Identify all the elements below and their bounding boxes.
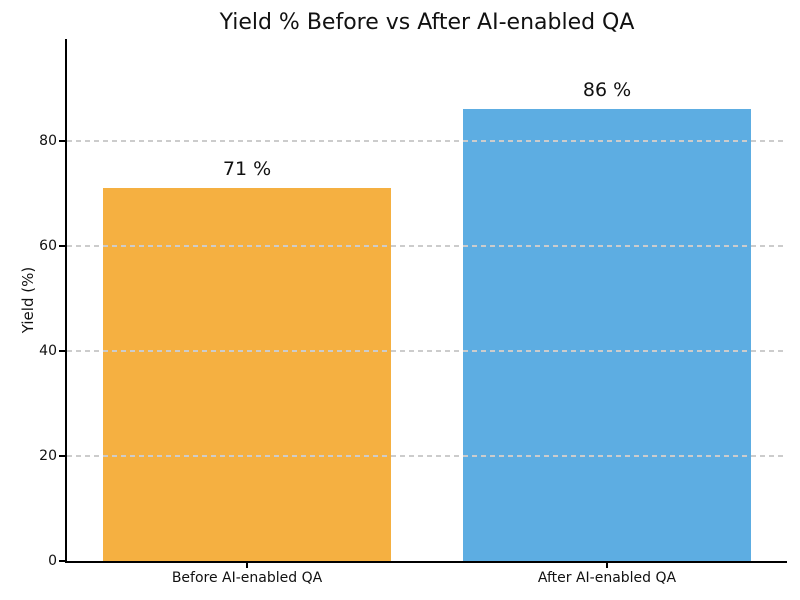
gridline-60 — [67, 245, 787, 247]
y-tick-mark — [59, 455, 65, 457]
x-tick-label: After AI-enabled QA — [537, 570, 677, 586]
y-tick-label: 80 — [39, 132, 57, 149]
y-tick-label: 40 — [39, 342, 57, 359]
gridline-40 — [67, 350, 787, 352]
y-tick-mark — [59, 560, 65, 562]
y-tick-label: 60 — [39, 237, 57, 254]
y-tick-mark — [59, 140, 65, 142]
x-tick-mark — [606, 562, 608, 568]
y-tick-mark — [59, 350, 65, 352]
x-axis-spine — [65, 561, 787, 563]
bar-after-ai-enabled-qa — [463, 109, 751, 561]
gridline-20 — [67, 455, 787, 457]
y-tick-label: 20 — [39, 447, 57, 464]
y-tick-mark — [59, 245, 65, 247]
gridline-80 — [67, 140, 787, 142]
y-tick-label: 0 — [48, 553, 57, 569]
bar-value-label: 86 % — [582, 79, 632, 102]
x-tick-label: Before AI-enabled QA — [171, 570, 323, 586]
bar-before-ai-enabled-qa — [103, 188, 391, 561]
y-axis-spine — [65, 39, 67, 563]
bar-value-label: 71 % — [222, 158, 272, 181]
chart-title: Yield % Before vs After AI-enabled QA — [219, 10, 635, 35]
x-tick-mark — [246, 562, 248, 568]
